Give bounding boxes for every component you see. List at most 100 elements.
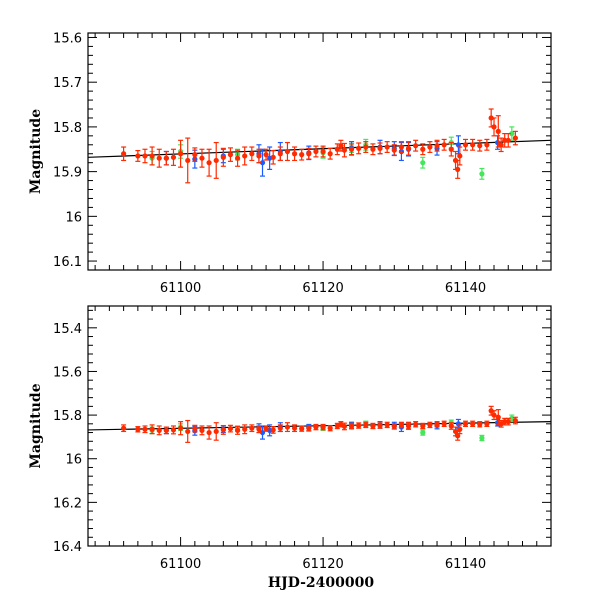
plot-area	[88, 405, 551, 443]
data-point	[495, 128, 501, 134]
data-point	[220, 427, 226, 433]
data-point	[509, 131, 515, 137]
y-tick-label: 16	[65, 453, 82, 468]
data-point	[427, 144, 433, 150]
data-point	[277, 151, 283, 157]
data-point	[234, 427, 241, 433]
data-point	[156, 427, 162, 433]
data-point	[413, 421, 419, 427]
data-point	[199, 427, 205, 433]
series-red	[121, 405, 518, 443]
x-tick-label: 61120	[302, 281, 343, 296]
data-point	[206, 160, 212, 166]
data-point	[170, 427, 177, 433]
x-tick-label: 61120	[302, 557, 343, 572]
data-point	[227, 152, 234, 158]
top-light-curve-panel: 61100 61120 61140 15.6 15.7 15.8 15.9 16 16.1 Mag…	[28, 31, 552, 296]
data-point	[249, 425, 255, 431]
y-tick-label: 15.7	[53, 76, 82, 91]
data-point	[213, 157, 219, 164]
y-tick-label: 16	[65, 210, 82, 225]
data-point	[470, 421, 476, 427]
data-point	[502, 137, 508, 143]
data-point	[170, 154, 177, 160]
data-point	[398, 422, 405, 428]
data-point	[434, 421, 440, 427]
data-point	[484, 421, 490, 427]
data-point	[313, 148, 319, 155]
data-point	[505, 419, 511, 425]
data-point	[291, 425, 298, 431]
data-point	[234, 155, 241, 161]
data-point	[405, 145, 412, 151]
data-point	[488, 408, 494, 414]
data-point	[488, 115, 494, 121]
data-point	[420, 429, 426, 436]
data-point	[491, 124, 497, 130]
y-axis-label: Magnitude	[28, 109, 44, 194]
series-red	[121, 108, 518, 184]
data-point	[512, 135, 518, 141]
data-point	[338, 143, 344, 149]
data-point	[227, 426, 234, 432]
y-tick-label: 15.6	[53, 31, 82, 46]
data-point	[220, 154, 226, 160]
data-point	[479, 171, 485, 177]
plot-area	[88, 108, 551, 184]
data-point	[356, 422, 362, 429]
data-point	[313, 424, 319, 430]
data-point	[299, 426, 305, 432]
data-point	[284, 148, 291, 155]
data-point	[242, 426, 248, 432]
data-point	[163, 155, 169, 161]
x-axis-label: HJD-2400000	[268, 575, 375, 591]
data-point	[420, 423, 426, 429]
data-point	[441, 142, 447, 148]
data-point	[178, 151, 184, 157]
data-point	[270, 427, 276, 433]
data-point	[156, 155, 162, 161]
data-point	[377, 145, 383, 151]
data-point	[270, 154, 276, 160]
data-point	[363, 422, 369, 428]
data-point	[370, 146, 376, 152]
data-point	[121, 425, 127, 431]
data-point	[199, 155, 205, 161]
data-point	[306, 151, 312, 157]
data-point	[256, 426, 262, 432]
data-point	[142, 153, 148, 159]
x-tick-label: 61140	[445, 557, 486, 572]
data-point	[263, 152, 269, 158]
data-point	[448, 146, 454, 152]
data-point	[512, 417, 518, 424]
x-tick-label: 61100	[160, 281, 201, 296]
data-point	[341, 423, 348, 430]
data-point	[479, 435, 485, 441]
y-axis-label: Magnitude	[28, 383, 44, 468]
data-point	[185, 428, 191, 435]
x-tick-label: 61140	[445, 281, 486, 296]
data-point	[249, 151, 255, 157]
data-point	[391, 147, 397, 153]
data-point	[498, 142, 504, 148]
data-point	[413, 143, 419, 149]
data-point	[384, 422, 390, 428]
data-point	[477, 143, 483, 149]
data-point	[455, 433, 461, 439]
data-point	[391, 423, 397, 430]
data-point	[142, 426, 148, 432]
data-point	[213, 428, 219, 435]
x-tick-label: 61100	[160, 557, 201, 572]
data-point	[420, 146, 426, 152]
data-point	[256, 153, 262, 159]
y-tick-label: 16.1	[53, 255, 82, 270]
data-point	[455, 142, 461, 148]
y-tick-label: 15.9	[53, 166, 82, 181]
data-point	[502, 419, 508, 425]
data-point	[263, 426, 269, 432]
plot-frame	[87, 32, 552, 271]
data-point	[457, 153, 463, 159]
data-point	[242, 153, 248, 159]
data-point	[462, 142, 469, 148]
